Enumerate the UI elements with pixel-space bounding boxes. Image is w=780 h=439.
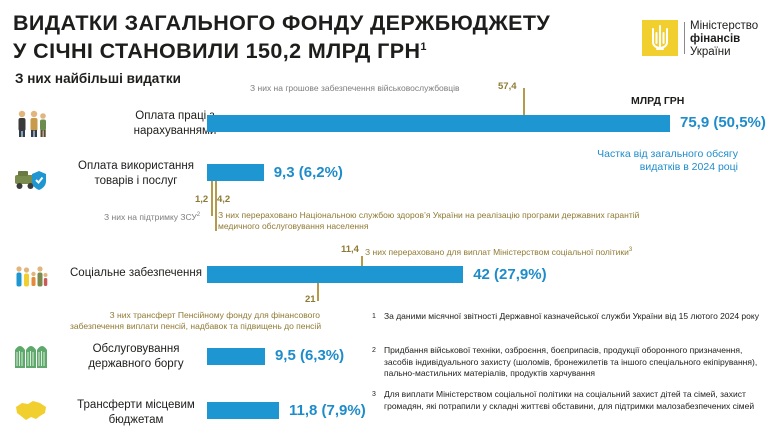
vehicle-shield-icon [14,165,48,195]
footnote-1-mark: 1 [372,313,376,320]
logo-divider [684,22,685,54]
bar-goods [207,164,264,181]
logo-line-2: фінансів [690,33,741,45]
value-debt: 9,5 (6,3%) [274,347,345,364]
minsoc-note-mark: 3 [628,247,633,253]
value-social: 42 (27,9%) [473,266,547,283]
title-line-2: У СІЧНІ СТАНОВИЛИ 150,2 МЛРД ГРН [13,39,421,64]
section-subtitle: З них найбільші видатки [15,71,181,86]
footnote-1: 1 За даними місячної звітності Державної… [372,311,770,323]
zsu-note-text: З них на підтримку ЗСУ [104,211,197,222]
military-marker-line [523,88,525,115]
bar-social [207,266,464,283]
category-label-salaries: Оплата праці з нарахуваннями [133,110,217,137]
page-title: ВИДАТКИ ЗАГАЛЬНОГО ФОНДУ ДЕРЖБЮДЖЕТУ У С… [13,11,550,63]
pension-marker-line [317,283,319,301]
family-icon [14,263,48,293]
minsoc-value: 11,4 [341,244,359,255]
health-value: 4,2 [217,194,231,205]
share-note: Частка від загального обсягу видатків в … [597,148,738,173]
health-marker-line [215,181,217,231]
bar-transfers [207,402,279,419]
footnote-3-mark: 3 [372,391,376,398]
zsu-marker-line [211,181,213,216]
minsoc-marker-line [361,256,363,266]
logo-text: Міністерство фінансів України [690,20,758,59]
footnote-3: 3 Для виплати Міністерством соціальної п… [372,389,770,412]
military-value: 57,4 [498,81,517,92]
people-icon [14,108,48,138]
minsoc-note: З них перераховано для виплат Міністерст… [365,245,632,258]
zsu-note: З них на підтримку ЗСУ2 [104,210,200,223]
title-footnote-mark: 1 [420,41,427,53]
value-goods: 9,3 (6,2%) [273,164,343,181]
footnote-2-text: Придбання військової техніки, озброєння,… [384,345,758,378]
title-line-1: ВИДАТКИ ЗАГАЛЬНОГО ФОНДУ ДЕРЖБЮДЖЕТУ [13,11,551,35]
footnote-1-text: За даними місячної звітності Державної к… [384,311,759,321]
pension-note-line-2: забезпечення виплати пенсій, надбавок та… [70,321,322,331]
category-label-debt: Обслуговування державного боргу [88,343,184,370]
logo-line-3: України [690,46,731,58]
bar-debt [207,348,265,365]
category-label-social: Соціальне забезпечення [70,267,202,279]
footnote-2: 2 Придбання військової техніки, озброєнн… [372,345,770,380]
health-note-line-1: З них перераховано Національною службою … [218,210,640,220]
footnote-3-text: Для виплати Міністерством соціальної пол… [384,389,755,411]
pension-note-line-1: З них трансферт Пенсійному фонду для фін… [109,310,320,320]
health-note: З них перераховано Національною службою … [218,210,639,232]
minsoc-note-text: З них перераховано для виплат Міністерст… [365,246,629,257]
bar-salaries [207,115,670,132]
category-label-goods: Оплата використання товарів і послуг [78,160,194,187]
military-note: З них на грошове забезпечення військовос… [250,83,460,93]
health-note-line-2: медичного обслуговування населення [218,221,369,231]
footnote-2-mark: 2 [372,347,376,354]
category-label-transfers: Трансферти місцевим бюджетам [77,399,195,426]
coins-icon [14,340,48,370]
value-salaries: 75,9 (50,5%) [679,114,766,131]
unit-label: МЛРД ГРН [631,95,685,107]
zsu-value: 1,2 [195,194,209,205]
pension-note: З них трансферт Пенсійному фонду для фін… [70,310,322,332]
pension-value: 21 [305,294,316,305]
logo-line-1: Міністерство [690,20,759,32]
trident-icon [642,20,678,56]
zsu-note-mark: 2 [196,212,201,218]
value-transfers: 11,8 (7,9%) [288,402,366,419]
ukraine-map-icon [14,395,48,425]
ministry-logo: Міністерство фінансів України [642,20,770,64]
